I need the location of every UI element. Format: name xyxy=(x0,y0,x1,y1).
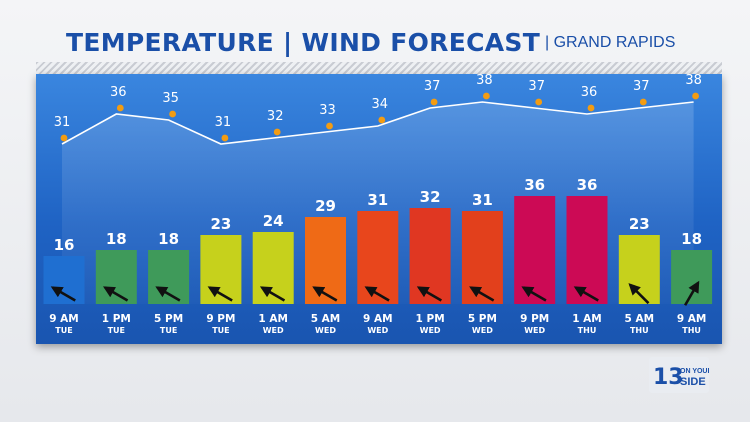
wind-arrow-icon xyxy=(50,286,76,302)
x-tick-time: 5 PM xyxy=(154,313,183,325)
wind-arrow-icon xyxy=(207,286,233,302)
x-tick-time: 1 PM xyxy=(416,313,445,325)
temperature-label: 33 xyxy=(319,103,336,118)
x-tick-day: WED xyxy=(472,326,493,335)
temperature-point xyxy=(116,104,124,112)
bar xyxy=(95,250,137,304)
svg-text:13: 13 xyxy=(653,365,684,390)
x-tick-day: WED xyxy=(263,326,284,335)
bar-value-label: 31 xyxy=(367,191,388,209)
x-tick-day: TUE xyxy=(160,326,177,335)
x-tick-time: 1 AM xyxy=(572,313,602,325)
bar xyxy=(357,211,399,304)
bar xyxy=(305,217,346,304)
temperature-label: 31 xyxy=(215,115,232,130)
wind-arrow-icon xyxy=(259,286,286,302)
temperature-point xyxy=(535,98,543,106)
x-tick-time: 9 PM xyxy=(206,313,235,325)
temperature-point xyxy=(326,122,333,130)
temperature-point xyxy=(639,98,647,106)
x-tick-day: WED xyxy=(367,326,388,335)
wind-arrow-icon xyxy=(416,286,443,302)
bar xyxy=(148,250,190,304)
bar-value-label: 29 xyxy=(315,197,336,215)
bar xyxy=(252,232,294,304)
bar-value-label: 36 xyxy=(577,176,598,194)
bar-value-label: 31 xyxy=(472,191,493,209)
temperature-label: 38 xyxy=(476,73,493,88)
bar-value-label: 23 xyxy=(629,215,650,233)
bar-value-label: 36 xyxy=(524,176,545,194)
temperature-point xyxy=(378,116,386,124)
temperature-label: 31 xyxy=(54,115,71,130)
chart-subtitle: | GRAND RAPIDS xyxy=(545,34,676,51)
temperature-label: 36 xyxy=(110,85,127,100)
x-tick-day: WED xyxy=(524,326,545,335)
decorative-stripe xyxy=(36,62,722,74)
chart-title: TEMPERATURE | WIND FORECAST xyxy=(66,28,541,57)
wind-arrow-icon xyxy=(521,286,547,302)
bar-value-label: 18 xyxy=(158,230,179,248)
x-tick-day: TUE xyxy=(108,326,125,335)
x-tick-time: 5 AM xyxy=(311,313,341,325)
temperature-point xyxy=(169,110,177,118)
x-tick-day: THU xyxy=(630,326,649,335)
wind-arrow-icon xyxy=(573,286,599,302)
header: TEMPERATURE | WIND FORECAST | GRAND RAPI… xyxy=(0,22,750,66)
bar xyxy=(409,208,451,304)
station-logo: 13 ON YOUR SIDE xyxy=(649,357,709,393)
temperature-label: 37 xyxy=(633,79,650,94)
bar-value-label: 32 xyxy=(420,188,441,206)
temperature-point xyxy=(430,98,438,106)
x-tick-day: WED xyxy=(420,326,441,335)
x-tick-day: THU xyxy=(578,326,597,335)
temperature-point xyxy=(221,134,229,142)
svg-text:ON YOUR: ON YOUR xyxy=(680,368,709,375)
bar-value-label: 24 xyxy=(263,212,284,230)
x-tick-day: TUE xyxy=(55,326,72,335)
bar xyxy=(566,196,608,304)
bar-value-label: 18 xyxy=(681,230,702,248)
temperature-line xyxy=(61,101,694,145)
bar xyxy=(461,211,503,304)
x-tick-time: 1 PM xyxy=(102,313,131,325)
x-tick-day: TUE xyxy=(212,326,229,335)
bar-value-label: 16 xyxy=(54,236,75,254)
wind-arrow-icon xyxy=(469,286,495,302)
temperature-label: 35 xyxy=(162,91,179,106)
x-tick-time: 5 AM xyxy=(625,313,655,325)
temperature-point xyxy=(483,92,490,100)
temperature-label: 37 xyxy=(424,79,441,94)
temperature-label: 36 xyxy=(581,85,598,100)
temperature-point xyxy=(60,134,68,142)
wind-arrow-icon xyxy=(312,286,338,302)
wind-arrow-icon xyxy=(628,283,650,305)
x-tick-time: 9 AM xyxy=(49,313,79,325)
bar-value-label: 23 xyxy=(210,215,231,233)
wind-arrow-icon xyxy=(364,286,390,302)
svg-text:SIDE: SIDE xyxy=(680,376,706,388)
wind-arrow-icon xyxy=(103,286,129,302)
x-tick-time: 9 AM xyxy=(677,313,707,325)
temperature-label: 32 xyxy=(267,109,284,124)
x-tick-time: 9 AM xyxy=(363,313,393,325)
temperature-point xyxy=(692,92,699,100)
x-tick-day: WED xyxy=(315,326,336,335)
wind-arrow-icon xyxy=(155,286,181,302)
temperature-point xyxy=(273,128,281,136)
x-tick-day: THU xyxy=(682,326,701,335)
x-tick-time: 9 PM xyxy=(520,313,549,325)
x-tick-time: 1 AM xyxy=(258,313,288,325)
wind-arrow-icon xyxy=(683,280,700,306)
temperature-point xyxy=(587,104,595,112)
temperature-label: 34 xyxy=(372,97,389,112)
temperature-label: 38 xyxy=(685,73,702,88)
temperature-label: 37 xyxy=(528,79,545,94)
x-tick-time: 5 PM xyxy=(468,313,497,325)
bar-value-label: 18 xyxy=(106,230,127,248)
bar xyxy=(514,196,556,304)
bar xyxy=(43,256,85,304)
